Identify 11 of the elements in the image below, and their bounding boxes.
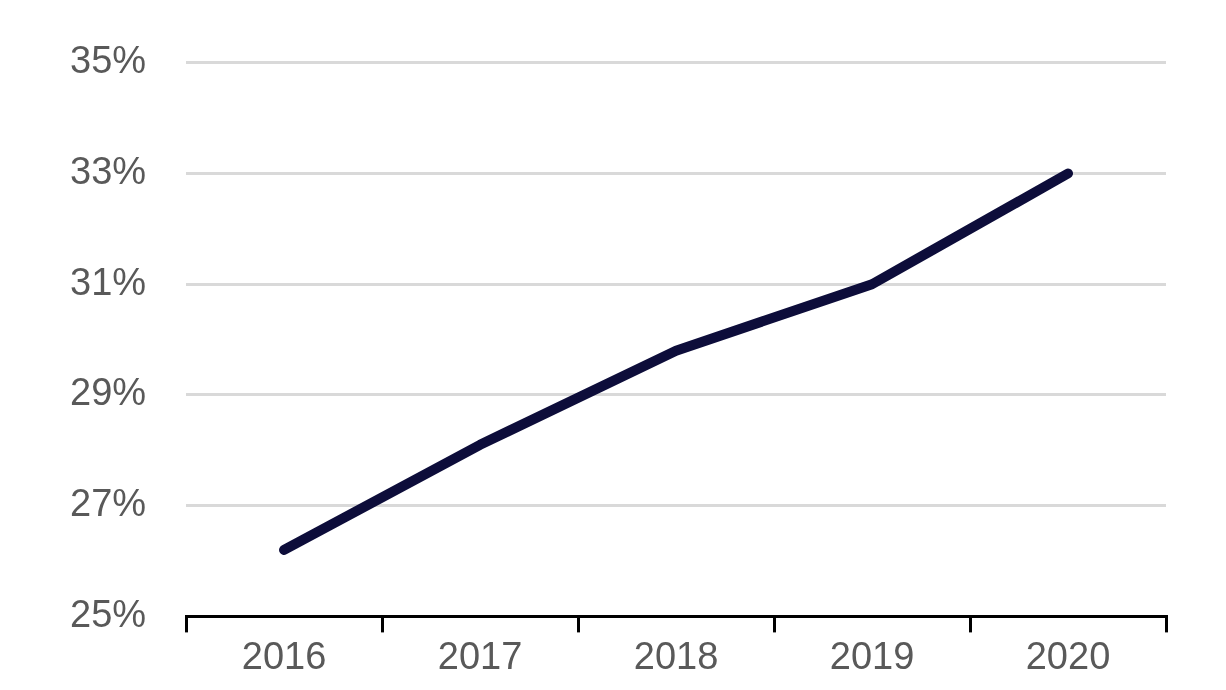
x-tick-label: 2018 [633,634,719,677]
x-tick-label: 2019 [829,634,915,677]
y-tick-label: 35% [69,39,147,82]
y-tick-label: 29% [69,371,147,414]
y-tick-label: 33% [69,150,147,192]
y-tick-label: 25% [69,592,147,635]
y-tick-label: 31% [69,260,147,303]
x-tick-label: 2016 [241,634,327,677]
x-tick-label: 2020 [1025,634,1111,677]
x-tick-label: 2017 [437,634,523,677]
y-tick-label: 27% [69,482,147,525]
